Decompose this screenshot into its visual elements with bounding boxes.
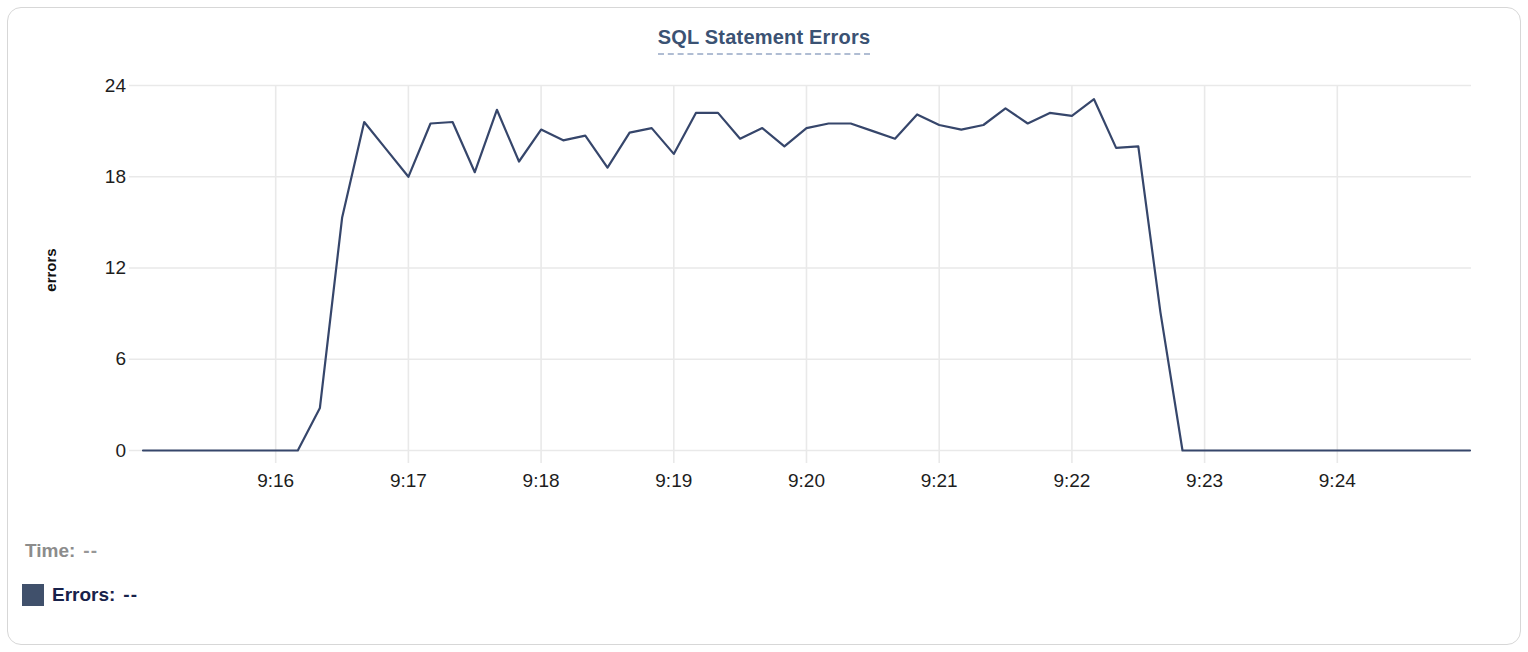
x-tick-label: 9:18: [501, 470, 581, 492]
x-tick-label: 9:21: [899, 470, 979, 492]
x-tick-label: 9:23: [1165, 470, 1245, 492]
legend-errors-value: --: [123, 584, 138, 606]
tooltip-time-label: Time:: [25, 540, 75, 562]
horizontal-gridlines: [129, 86, 1471, 451]
y-tick-label: 12: [66, 257, 126, 279]
legend-errors-row: Errors: --: [22, 584, 138, 606]
x-tick-label: 9:22: [1032, 470, 1112, 492]
tooltip-time-row: Time: --: [25, 540, 98, 562]
y-tick-label: 6: [66, 348, 126, 370]
x-tick-label: 9:17: [368, 470, 448, 492]
line-chart[interactable]: [0, 0, 1528, 652]
errors-series-swatch: [22, 584, 44, 606]
y-tick-label: 0: [66, 440, 126, 462]
x-tick-label: 9:20: [767, 470, 847, 492]
y-tick-label: 24: [66, 75, 126, 97]
vertical-gridlines: [276, 86, 1338, 464]
tooltip-time-value: --: [83, 540, 98, 562]
chart-header: SQL Statement Errors: [0, 26, 1528, 55]
y-tick-label: 18: [66, 166, 126, 188]
x-tick-label: 9:24: [1297, 470, 1377, 492]
x-tick-label: 9:19: [634, 470, 714, 492]
chart-title[interactable]: SQL Statement Errors: [658, 26, 871, 55]
legend-errors-label: Errors:: [52, 584, 115, 606]
x-tick-label: 9:16: [236, 470, 316, 492]
